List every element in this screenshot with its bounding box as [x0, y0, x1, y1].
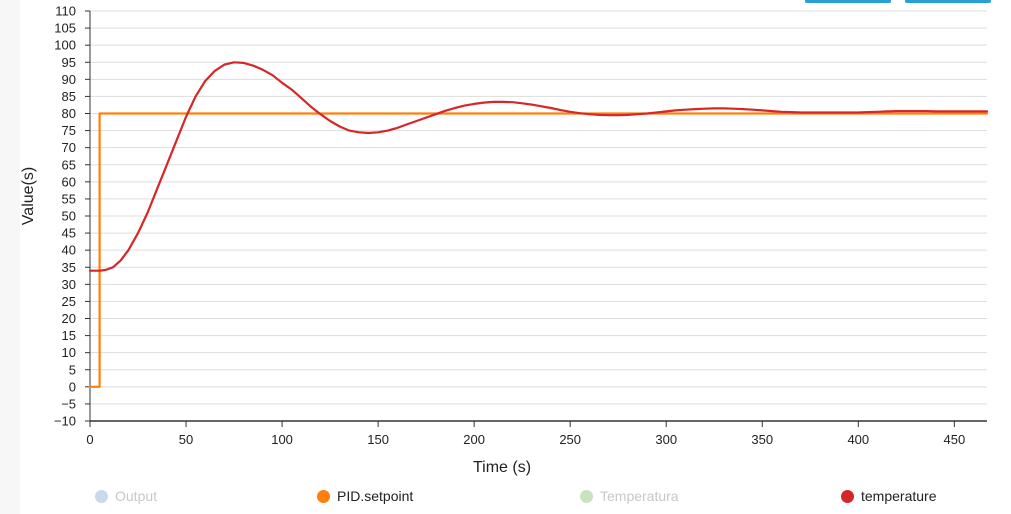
- y-tick-label: −10: [54, 414, 76, 429]
- x-tick-label: 50: [179, 432, 193, 447]
- y-tick-label: 10: [62, 345, 76, 360]
- legend-dot-icon: [841, 489, 854, 503]
- legend-label: Temperatura: [600, 488, 679, 504]
- y-tick-label: 80: [62, 106, 76, 121]
- y-tick-label: 60: [62, 174, 76, 189]
- legend-item-temperature[interactable]: temperature: [841, 488, 936, 504]
- y-tick-label: 70: [62, 140, 76, 155]
- y-tick-label: 75: [62, 123, 76, 138]
- y-tick-label: 25: [62, 294, 76, 309]
- legend-dot-icon: [95, 489, 108, 503]
- y-tick-label: 45: [62, 226, 76, 241]
- line-chart: −10 −5 0 5 10 15 20 25 30 35 40 45 50 55 60 65 70 75 80 85 9…: [20, 4, 989, 476]
- x-tick-label: 350: [751, 432, 773, 447]
- x-tick-label: 250: [559, 432, 581, 447]
- y-tick-label: 35: [62, 260, 76, 275]
- y-tick-label: 95: [62, 55, 76, 70]
- legend-item-pid-setpoint[interactable]: PID.setpoint: [317, 488, 413, 504]
- series-line-temperature: [88, 61, 989, 272]
- y-tick-label: 0: [69, 379, 76, 394]
- x-tick-label: 450: [943, 432, 965, 447]
- page-edge: [0, 0, 20, 514]
- y-tick-label: 105: [54, 21, 76, 36]
- toolbar-button-2[interactable]: [905, 0, 991, 3]
- y-tick-label: 85: [62, 89, 76, 104]
- x-axis-label: Time (s): [473, 459, 531, 476]
- x-tick-label: 300: [655, 432, 677, 447]
- y-tick-label: 15: [62, 328, 76, 343]
- y-tick-label: 90: [62, 72, 76, 87]
- legend-item-temperatura[interactable]: Temperatura: [580, 488, 679, 504]
- y-tick-label: 100: [54, 38, 76, 53]
- legend-dot-icon: [580, 489, 593, 503]
- y-tick-label: 5: [69, 362, 76, 377]
- legend-label: PID.setpoint: [337, 488, 414, 504]
- x-tick-label: 100: [271, 432, 293, 447]
- legend-label: temperature: [861, 488, 937, 504]
- y-axis-label: Value(s): [20, 167, 37, 225]
- y-tick-label: 55: [62, 191, 76, 206]
- x-tick-label: 150: [367, 432, 389, 447]
- y-tick-label: 20: [62, 311, 76, 326]
- toolbar-button-1[interactable]: [805, 0, 891, 3]
- y-tick-label: −5: [61, 396, 76, 411]
- x-tick-label: 200: [463, 432, 485, 447]
- x-tick-label: 400: [847, 432, 869, 447]
- x-tick-label: 0: [86, 432, 93, 447]
- y-tick-label: 30: [62, 277, 76, 292]
- y-tick-label: 40: [62, 243, 76, 258]
- legend: Output PID.setpoint Temperatura temperature: [0, 488, 1011, 510]
- y-tick-label: 65: [62, 157, 76, 172]
- y-tick-label: 110: [55, 4, 76, 19]
- y-tick-label: 50: [62, 209, 76, 224]
- legend-label: Output: [115, 488, 158, 504]
- legend-item-output[interactable]: Output: [95, 488, 157, 504]
- legend-dot-icon: [317, 489, 330, 503]
- series-line-pid-setpoint: [88, 112, 989, 388]
